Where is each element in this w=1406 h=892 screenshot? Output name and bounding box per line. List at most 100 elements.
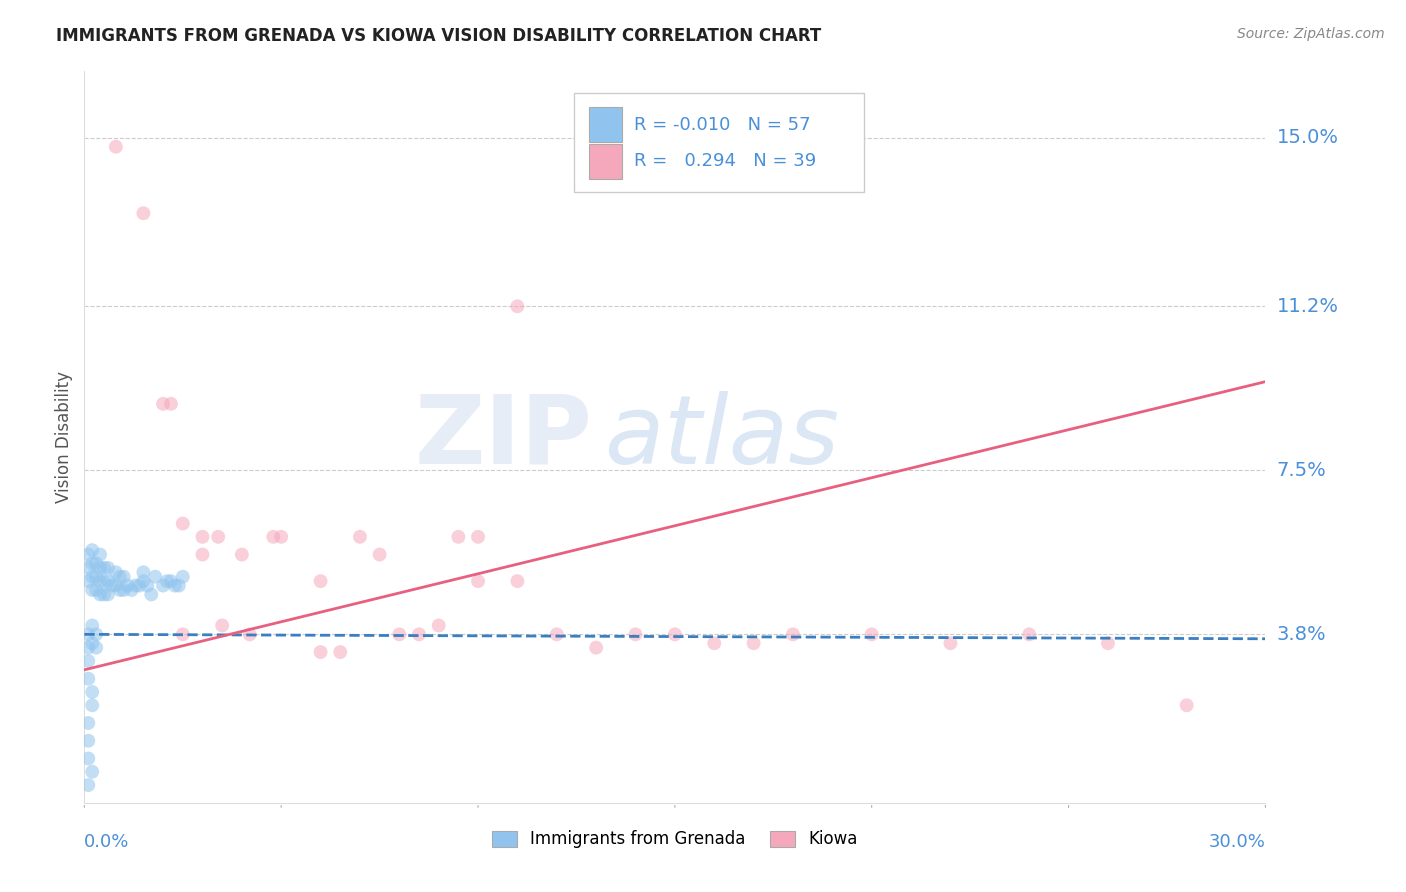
Point xyxy=(93,561,115,575)
Point xyxy=(82,570,104,584)
Point xyxy=(239,627,262,641)
Point xyxy=(408,627,430,641)
Text: ZIP: ZIP xyxy=(415,391,592,483)
Point xyxy=(309,574,332,589)
Text: R = -0.010   N = 57: R = -0.010 N = 57 xyxy=(634,116,810,134)
Point xyxy=(84,640,107,655)
Point xyxy=(93,587,115,601)
Point xyxy=(172,627,194,641)
Point xyxy=(160,397,183,411)
Point xyxy=(270,530,292,544)
Point xyxy=(939,636,962,650)
Point xyxy=(77,574,100,589)
Point xyxy=(152,578,174,592)
Point xyxy=(172,516,194,531)
Point xyxy=(112,582,135,597)
Point xyxy=(467,530,489,544)
Point xyxy=(84,582,107,597)
Point xyxy=(388,627,411,641)
Point xyxy=(128,578,150,592)
Point xyxy=(143,570,166,584)
Point xyxy=(329,645,352,659)
Point xyxy=(77,548,100,562)
Point xyxy=(89,561,111,575)
Point xyxy=(349,530,371,544)
Point xyxy=(77,672,100,686)
Point xyxy=(136,578,159,592)
Point xyxy=(132,566,155,580)
Point xyxy=(207,530,229,544)
Text: 30.0%: 30.0% xyxy=(1209,833,1265,851)
Point xyxy=(77,733,100,747)
Point xyxy=(231,548,253,562)
Point xyxy=(191,530,214,544)
Point xyxy=(82,764,104,779)
Point xyxy=(191,548,214,562)
Point xyxy=(82,636,104,650)
Point xyxy=(82,582,104,597)
Point xyxy=(152,397,174,411)
Point xyxy=(108,570,131,584)
Text: 11.2%: 11.2% xyxy=(1277,297,1339,316)
Point xyxy=(93,574,115,589)
Text: atlas: atlas xyxy=(605,391,839,483)
Point xyxy=(89,587,111,601)
Point xyxy=(84,557,107,571)
Point xyxy=(124,578,146,592)
Point xyxy=(506,299,529,313)
Point xyxy=(163,578,186,592)
Point xyxy=(82,685,104,699)
Text: Source: ZipAtlas.com: Source: ZipAtlas.com xyxy=(1237,27,1385,41)
Point xyxy=(89,574,111,589)
Point xyxy=(262,530,284,544)
Point xyxy=(112,570,135,584)
Point xyxy=(77,640,100,655)
Point xyxy=(1175,698,1198,713)
Point xyxy=(167,578,190,592)
Point xyxy=(97,587,120,601)
Point xyxy=(104,139,127,153)
Point xyxy=(77,778,100,792)
Point xyxy=(703,636,725,650)
Point xyxy=(467,574,489,589)
Point xyxy=(160,574,183,589)
FancyBboxPatch shape xyxy=(575,94,863,192)
Point xyxy=(97,561,120,575)
Point xyxy=(368,548,391,562)
Point xyxy=(121,582,143,597)
Point xyxy=(82,543,104,558)
Point xyxy=(77,716,100,731)
Point xyxy=(104,578,127,592)
Point xyxy=(782,627,804,641)
Point xyxy=(82,618,104,632)
Point xyxy=(82,698,104,713)
Point xyxy=(77,561,100,575)
Legend: Immigrants from Grenada, Kiowa: Immigrants from Grenada, Kiowa xyxy=(484,822,866,856)
Point xyxy=(132,574,155,589)
Point xyxy=(108,582,131,597)
FancyBboxPatch shape xyxy=(589,107,621,143)
Point xyxy=(156,574,179,589)
Point xyxy=(104,566,127,580)
Point xyxy=(84,570,107,584)
Point xyxy=(506,574,529,589)
Point xyxy=(624,627,647,641)
Point xyxy=(1097,636,1119,650)
Point xyxy=(172,570,194,584)
Point xyxy=(211,618,233,632)
Text: IMMIGRANTS FROM GRENADA VS KIOWA VISION DISABILITY CORRELATION CHART: IMMIGRANTS FROM GRENADA VS KIOWA VISION … xyxy=(56,27,821,45)
Point xyxy=(309,645,332,659)
Text: 7.5%: 7.5% xyxy=(1277,461,1326,480)
Point xyxy=(82,557,104,571)
Point xyxy=(447,530,470,544)
Text: 0.0%: 0.0% xyxy=(84,833,129,851)
Point xyxy=(97,574,120,589)
Point xyxy=(585,640,607,655)
Point xyxy=(89,548,111,562)
Point xyxy=(77,627,100,641)
Point xyxy=(141,587,163,601)
Point xyxy=(742,636,765,650)
Point xyxy=(77,654,100,668)
Point xyxy=(546,627,568,641)
Point xyxy=(860,627,883,641)
